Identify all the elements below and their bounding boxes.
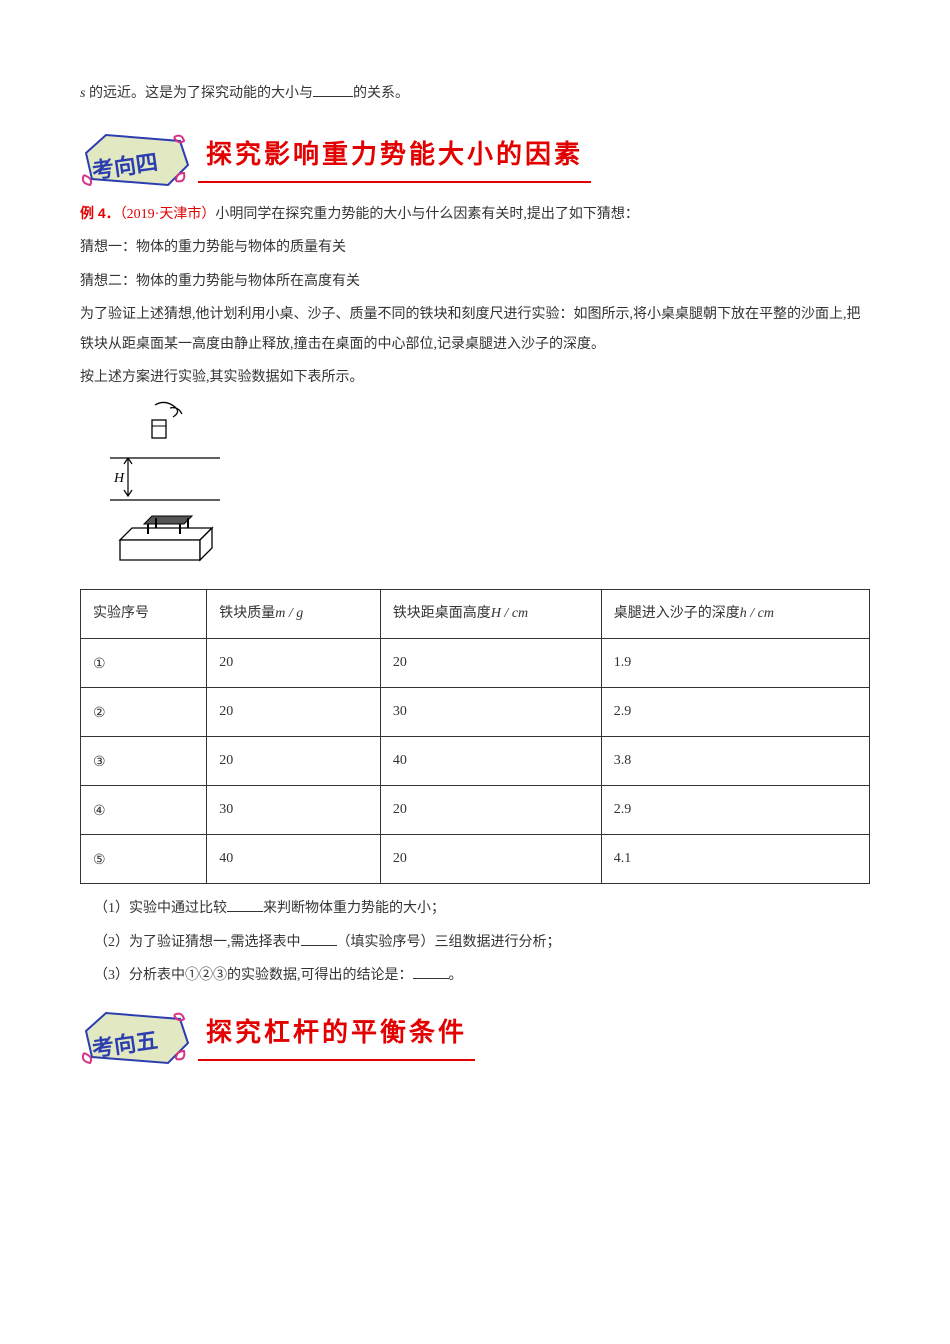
table-row: ⑤ 40 20 4.1 (81, 835, 870, 884)
table-header-row: 实验序号 铁块质量m / g 铁块距桌面高度H / cm 桌腿进入沙子的深度h … (81, 590, 870, 639)
plan-para: 为了验证上述猜想,他计划利用小桌、沙子、质量不同的铁块和刻度尺进行实验：如图所示… (80, 300, 870, 359)
table-row: ④ 30 20 2.9 (81, 786, 870, 835)
table-body: ① 20 20 1.9 ② 20 30 2.9 ③ 20 40 3.8 ④ 30… (81, 639, 870, 884)
col-3: 桌腿进入沙子的深度h / cm (601, 590, 869, 639)
section5-header: 考向五 探究杠杆的平衡条件 (80, 1006, 870, 1067)
example4-source: （2019·天津市） (120, 207, 216, 222)
table-row: ③ 20 40 3.8 (81, 737, 870, 786)
guess1: 猜想一：物体的重力势能与物体的质量有关 (80, 233, 870, 262)
banner-4-label: 考向四 (89, 141, 160, 194)
top-continuation-line: s 的远近。这是为了探究动能的大小与的关系。 (80, 80, 870, 108)
diagram-icon: H (100, 400, 230, 570)
questions: （1）实验中通过比较来判断物体重力势能的大小； （2）为了验证猜想一,需选择表中… (94, 894, 870, 990)
example4-label: 例 4． (80, 205, 120, 221)
experiment-diagram: H (100, 400, 870, 581)
banner-5-label: 考向五 (89, 1018, 160, 1071)
banner-5: 考向五 (80, 1009, 192, 1067)
guess2: 猜想二：物体的重力势能与物体所在高度有关 (80, 267, 870, 296)
top-text-1: 的远近。这是为了探究动能的大小与 (85, 86, 313, 101)
q1: （1）实验中通过比较来判断物体重力势能的大小； (94, 894, 870, 923)
diagram-H-label: H (113, 471, 125, 486)
example4-line: 例 4．（2019·天津市）小明同学在探究重力势能的大小与什么因素有关时,提出了… (80, 199, 870, 229)
banner-4: 考向四 (80, 131, 192, 189)
example4-intro: 小明同学在探究重力势能的大小与什么因素有关时,提出了如下猜想： (215, 207, 639, 222)
q3: （3）分析表中①②③的实验数据,可得出的结论是：。 (94, 961, 870, 990)
col-2: 铁块距桌面高度H / cm (380, 590, 601, 639)
blank-q1 (227, 897, 263, 912)
section5-title: 探究杠杆的平衡条件 (198, 1006, 475, 1061)
section4-header: 考向四 探究影响重力势能大小的因素 (80, 128, 870, 189)
data-table: 实验序号 铁块质量m / g 铁块距桌面高度H / cm 桌腿进入沙子的深度h … (80, 589, 870, 884)
plan2-para: 按上述方案进行实验,其实验数据如下表所示。 (80, 363, 870, 392)
top-text-2: 的关系。 (353, 86, 409, 101)
table-row: ② 20 30 2.9 (81, 688, 870, 737)
blank-top (313, 82, 353, 97)
col-0: 实验序号 (81, 590, 207, 639)
q2: （2）为了验证猜想一,需选择表中（填实验序号）三组数据进行分析； (94, 928, 870, 957)
blank-q3 (413, 964, 449, 979)
blank-q2 (301, 931, 337, 946)
table-row: ① 20 20 1.9 (81, 639, 870, 688)
col-1: 铁块质量m / g (207, 590, 381, 639)
section4-title: 探究影响重力势能大小的因素 (198, 128, 591, 183)
